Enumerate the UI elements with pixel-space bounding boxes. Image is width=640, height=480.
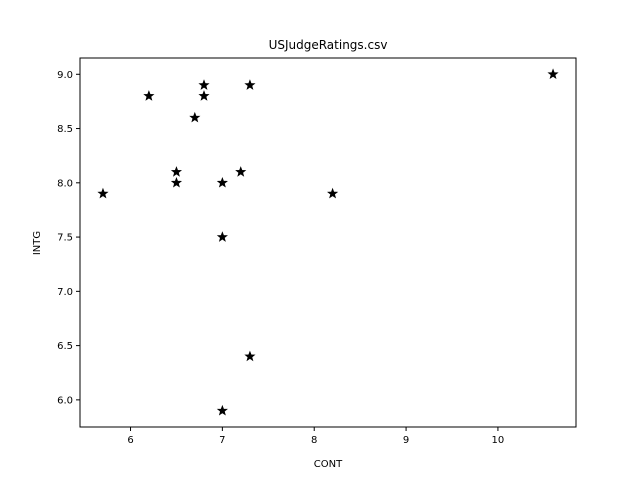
data-point (170, 166, 183, 177)
data-point (216, 231, 228, 242)
data-point (97, 187, 109, 199)
y-tick-label: 7.0 (57, 287, 73, 298)
x-axis: 6 7 8 9 10 (127, 427, 504, 446)
x-tick-label: 7 (219, 435, 225, 446)
y-tick-label: 7.5 (57, 233, 73, 244)
data-point (244, 350, 256, 362)
y-tick-label: 8.0 (57, 178, 73, 189)
data-point (216, 404, 228, 416)
data-point (198, 90, 210, 101)
data-point (198, 79, 210, 90)
y-tick-label: 6.5 (57, 341, 73, 352)
data-point (244, 79, 256, 90)
y-tick-label: 6.0 (57, 395, 73, 406)
chart-title: USJudgeRatings.csv (269, 38, 388, 52)
x-axis-label: CONT (314, 459, 343, 470)
x-tick-label: 6 (127, 435, 133, 446)
y-axis-label: INTG (32, 231, 43, 255)
data-point (235, 166, 247, 177)
x-tick-label: 8 (311, 435, 317, 446)
data-point (143, 90, 155, 101)
data-point (547, 68, 559, 80)
data-point (216, 176, 228, 188)
data-point (327, 187, 339, 199)
y-axis: 6.0 6.5 7.0 7.5 8.0 8.5 9.0 (57, 70, 80, 406)
plot-area (97, 68, 559, 416)
x-tick-label: 9 (403, 435, 409, 446)
data-point (189, 111, 201, 123)
y-tick-label: 8.5 (57, 124, 73, 135)
x-tick-label: 10 (492, 435, 505, 446)
data-point (170, 176, 183, 188)
plot-frame (79, 57, 577, 428)
y-tick-label: 9.0 (57, 70, 73, 81)
